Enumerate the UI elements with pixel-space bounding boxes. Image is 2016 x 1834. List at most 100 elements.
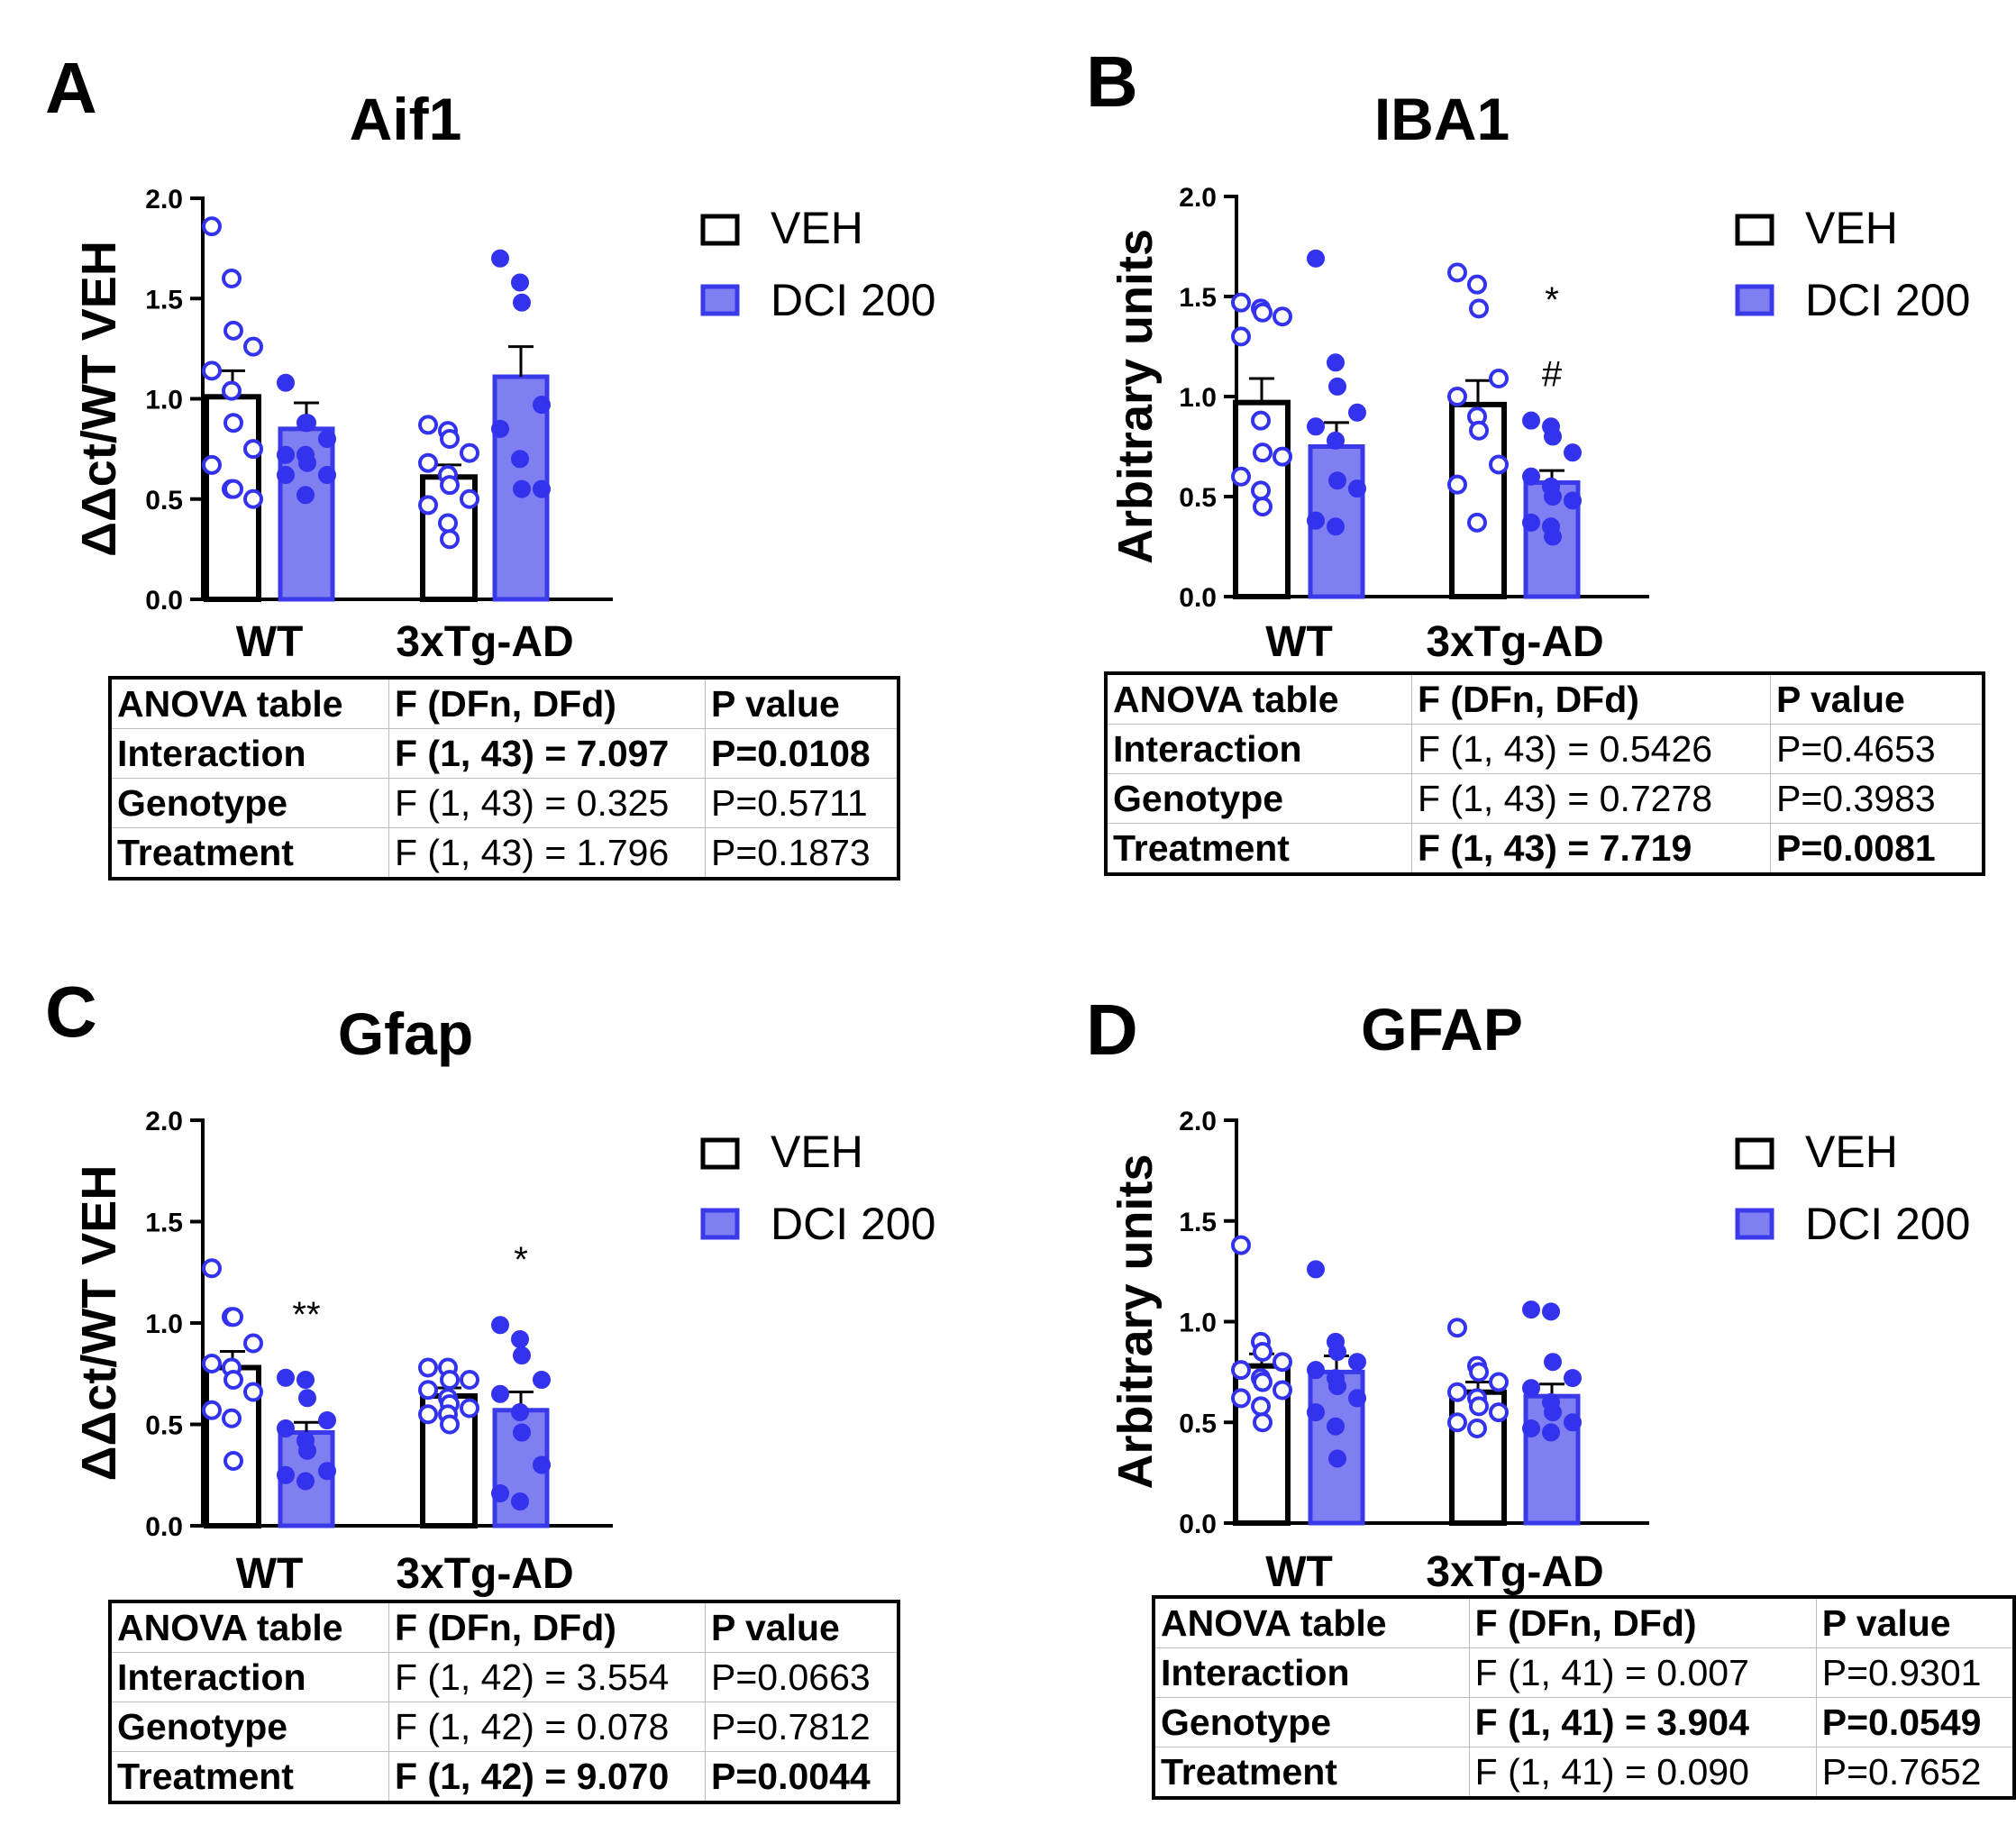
data-point-dci <box>511 1403 529 1421</box>
data-point-veh <box>1447 387 1467 406</box>
anova-f-value: F (1, 42) = 9.070 <box>388 1751 706 1803</box>
anova-table-a: ANOVA table F (DFn, DFd) P value Interactio… <box>108 676 900 881</box>
legend-swatch-veh <box>700 1137 740 1170</box>
data-point-veh <box>1253 1342 1273 1363</box>
data-point-dci <box>1564 1413 1582 1432</box>
data-point-veh <box>1467 512 1487 533</box>
y-tick-label: 2.0 <box>1179 1107 1217 1136</box>
chart-title: GFAP <box>1361 996 1523 1063</box>
data-point-dci <box>513 479 531 498</box>
data-point-veh <box>1489 369 1509 389</box>
data-point-veh <box>223 413 243 433</box>
data-point-dci <box>1307 1260 1325 1279</box>
panel-letter: C <box>45 972 97 1052</box>
anova-effect: Treatment <box>1105 823 1412 875</box>
y-tick-label: 0.0 <box>145 1512 183 1542</box>
data-point-veh <box>1231 292 1251 313</box>
anova-header-row: ANOVA table F (DFn, DFd) P value <box>1105 672 1984 725</box>
legend-label-veh: VEH <box>1805 203 1898 253</box>
data-point-dci <box>491 1484 509 1502</box>
y-tick-label: 1.0 <box>1179 383 1217 413</box>
data-point-veh <box>223 479 243 499</box>
y-tick-label: 2.0 <box>145 1107 183 1136</box>
data-point-veh <box>1469 1396 1489 1417</box>
data-point-dci <box>1522 1379 1540 1398</box>
anova-p-value: P=0.0549 <box>1815 1697 2015 1747</box>
anova-header-cell: F (DFn, DFd) <box>1468 1596 1817 1648</box>
anova-effect: Genotype <box>1105 773 1412 824</box>
legend-swatch-dci <box>1735 1208 1774 1240</box>
data-point-veh <box>418 415 438 435</box>
x-category-label: 3xTg-AD <box>1426 618 1603 666</box>
data-point-dci <box>513 1346 531 1364</box>
data-point-veh <box>460 443 479 463</box>
data-point-veh <box>223 320 243 341</box>
significance-marker: * <box>514 1240 528 1280</box>
y-tick-label: 2.0 <box>145 185 183 214</box>
data-point-veh <box>1253 497 1273 517</box>
data-point-dci <box>533 1455 551 1474</box>
data-point-dci <box>277 1465 295 1484</box>
data-point-dci <box>1328 377 1346 396</box>
anova-header-cell: ANOVA table <box>109 677 389 729</box>
anova-row-treatment: Treatment F (1, 41) = 0.090 P=0.7652 <box>1153 1747 2015 1799</box>
data-point-veh <box>1469 1362 1489 1382</box>
data-point-dci <box>1544 1353 1562 1372</box>
data-point-veh <box>1231 466 1251 487</box>
data-point-veh <box>460 1370 479 1390</box>
anova-header-cell: F (DFn, DFd) <box>1411 672 1771 725</box>
data-point-veh <box>1253 302 1273 323</box>
anova-row-genotype: Genotype F (1, 43) = 0.7278 P=0.3983 <box>1105 773 1984 824</box>
data-point-veh <box>243 336 263 357</box>
anova-p-value: P=0.0044 <box>705 1751 899 1803</box>
chart-title: IBA1 <box>1374 86 1510 152</box>
data-point-dci <box>1522 513 1540 532</box>
data-point-veh <box>1447 1382 1467 1402</box>
data-point-dci <box>277 466 295 485</box>
data-point-veh <box>202 360 222 381</box>
legend-label-dci: DCI 200 <box>1805 275 1970 325</box>
data-point-dci <box>296 1371 315 1389</box>
anova-p-value: P=0.9301 <box>1815 1647 2015 1698</box>
anova-p-value: P=0.1873 <box>705 827 899 880</box>
data-point-veh <box>243 439 263 460</box>
anova-f-value: F (1, 43) = 7.097 <box>388 728 706 779</box>
data-point-veh <box>1469 298 1489 319</box>
anova-p-value: P=0.5711 <box>705 778 899 828</box>
x-category-label: WT <box>236 1550 304 1598</box>
data-point-veh <box>1467 274 1487 295</box>
y-axis-label: Arbitrary units <box>1108 1154 1163 1489</box>
anova-f-value: F (1, 43) = 7.719 <box>1411 823 1771 875</box>
anova-header-row: ANOVA table F (DFn, DFd) P value <box>109 677 899 729</box>
data-point-veh <box>1467 1418 1487 1438</box>
data-point-veh <box>460 1398 479 1419</box>
data-point-dci <box>296 486 315 505</box>
legend-label-dci: DCI 200 <box>771 275 935 325</box>
data-point-dci <box>511 450 529 469</box>
anova-f-value: F (1, 43) = 1.796 <box>388 827 706 880</box>
anova-header-row: ANOVA table F (DFn, DFd) P value <box>109 1601 899 1653</box>
data-point-dci <box>1328 471 1346 490</box>
data-point-veh <box>243 1382 263 1402</box>
data-point-veh <box>222 380 242 401</box>
data-point-dci <box>1542 1423 1560 1442</box>
data-point-veh <box>1251 480 1271 501</box>
panel-a: A Aif1 ΔΔct/WT VEH 0.0 0.5 1.0 1.5 2.0 WT 3xTg-AD… <box>45 48 935 666</box>
data-point-veh <box>1253 443 1273 463</box>
anova-f-value: F (1, 41) = 0.090 <box>1468 1747 1817 1799</box>
y-tick-label: 1.0 <box>1179 1309 1217 1338</box>
anova-p-value: P=0.0108 <box>705 728 899 779</box>
data-point-veh <box>460 488 479 509</box>
panel-letter: A <box>45 48 97 128</box>
data-point-veh <box>202 216 222 237</box>
anova-effect: Treatment <box>1153 1747 1470 1799</box>
y-tick-label: 0.5 <box>145 1411 183 1441</box>
anova-row-treatment: Treatment F (1, 43) = 7.719 P=0.0081 <box>1105 823 1984 875</box>
data-point-veh <box>418 495 438 516</box>
data-point-dci <box>1542 1302 1560 1321</box>
data-point-dci <box>298 453 316 472</box>
data-point-veh <box>1273 1380 1292 1401</box>
data-point-veh <box>1489 454 1509 475</box>
data-point-veh <box>223 1370 243 1390</box>
x-category-label: WT <box>1265 1548 1333 1596</box>
